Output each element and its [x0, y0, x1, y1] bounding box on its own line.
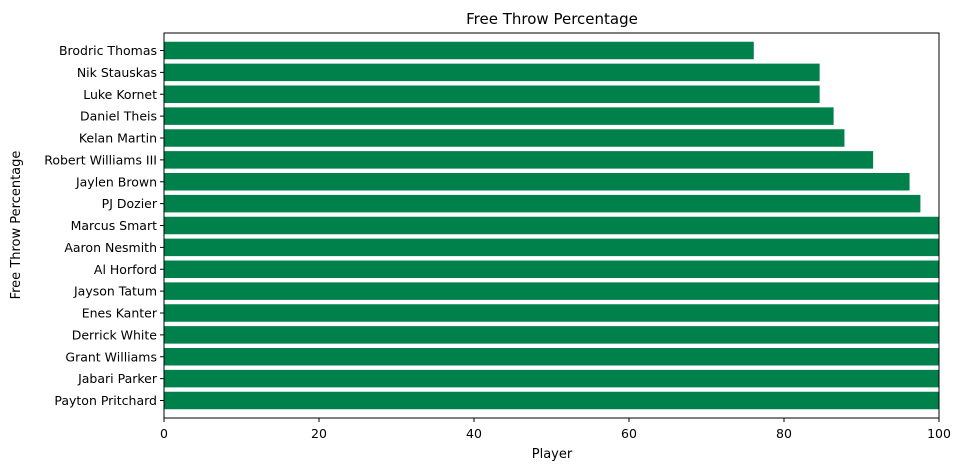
- x-axis-label: Player: [532, 447, 573, 462]
- x-ticks: 0 20 40 60 80 100: [160, 418, 951, 441]
- category-label-7: PJ Dozier: [102, 196, 158, 211]
- category-label-9: Aaron Nesmith: [64, 240, 157, 255]
- bars: [164, 41, 939, 410]
- bar-13: [164, 326, 939, 344]
- category-label-15: Jabari Parker: [77, 371, 158, 386]
- x-tick-label-2: 40: [466, 426, 482, 441]
- category-label-10: Al Horford: [94, 262, 157, 277]
- bar-6: [164, 173, 910, 191]
- bar-15: [164, 369, 939, 388]
- category-label-16: Payton Pritchard: [54, 393, 157, 408]
- x-tick-label-1: 20: [311, 426, 327, 441]
- bar-10: [164, 260, 939, 278]
- bar-7: [164, 194, 921, 213]
- bar-4: [164, 129, 845, 147]
- category-label-14: Grant Williams: [65, 349, 157, 364]
- bar-16: [164, 391, 939, 410]
- bar-11: [164, 282, 939, 300]
- category-label-1: Nik Stauskas: [77, 65, 157, 80]
- y-tick-labels: Brodric Thomas Nik Stauskas Luke Kornet Dan…: [44, 43, 164, 408]
- y-axis-label: Free Throw Percentage: [9, 151, 24, 300]
- category-label-13: Derrick White: [72, 327, 158, 342]
- bar-1: [164, 63, 820, 82]
- chart-title: Free Throw Percentage: [466, 10, 638, 28]
- category-label-8: Marcus Smart: [71, 218, 158, 233]
- category-label-2: Luke Kornet: [83, 87, 157, 102]
- category-label-3: Daniel Theis: [80, 109, 157, 124]
- category-label-0: Brodric Thomas: [59, 43, 157, 58]
- category-label-12: Enes Kanter: [82, 306, 158, 321]
- bar-3: [164, 107, 834, 125]
- x-tick-label-4: 80: [776, 426, 792, 441]
- bar-9: [164, 238, 939, 257]
- bar-12: [164, 304, 939, 322]
- bar-8: [164, 216, 939, 235]
- bar-2: [164, 85, 820, 103]
- x-tick-label-0: 0: [160, 426, 168, 441]
- plot-area: Brodric Thomas Nik Stauskas Luke Kornet Dan…: [44, 32, 951, 441]
- category-label-6: Jaylen Brown: [75, 174, 157, 189]
- x-tick-label-3: 60: [621, 426, 637, 441]
- bar-14: [164, 348, 939, 366]
- bar-0: [164, 41, 754, 60]
- category-label-11: Jayson Tatum: [73, 284, 157, 299]
- category-label-4: Kelan Martin: [79, 131, 157, 146]
- category-label-5: Robert Williams III: [44, 152, 157, 167]
- x-tick-label-5: 100: [927, 426, 951, 441]
- bar-5: [164, 151, 874, 169]
